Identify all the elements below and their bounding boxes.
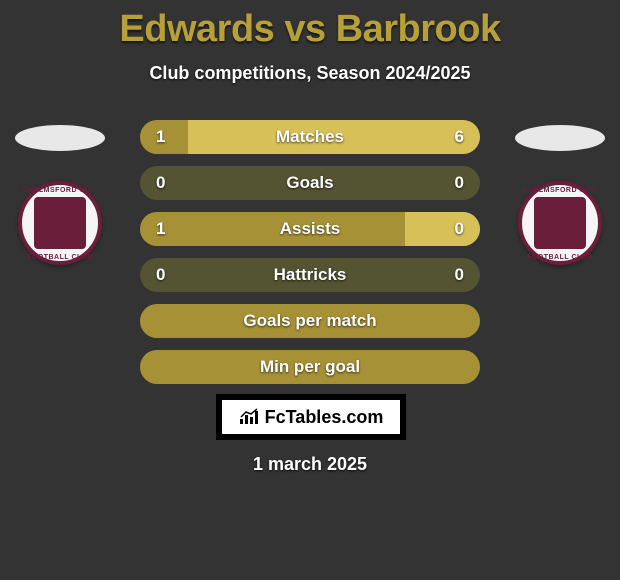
stat-label: Hattricks xyxy=(140,258,480,292)
stat-row: Min per goal xyxy=(140,350,480,384)
stat-label: Goals per match xyxy=(140,304,480,338)
page-title: Edwards vs Barbrook xyxy=(0,0,620,51)
club-badge-right: CHELMSFORD CITY FOOTBALL CLUB xyxy=(518,181,602,265)
badge-bottom-text: FOOTBALL CLUB xyxy=(22,254,98,261)
stat-value-left: 1 xyxy=(156,120,165,154)
stats-container: Matches16Goals00Assists10Hattricks00Goal… xyxy=(140,120,480,396)
stat-label: Goals xyxy=(140,166,480,200)
badge-circle-icon: CHELMSFORD CITY FOOTBALL CLUB xyxy=(18,181,102,265)
badge-shield-icon xyxy=(534,197,586,249)
avatar-right xyxy=(515,125,605,151)
stat-row: Goals0 0 xyxy=(140,166,480,200)
stat-value-left: 0 xyxy=(156,258,165,292)
stat-row: Matches1 6 xyxy=(140,120,480,154)
left-player-column: CHELMSFORD CITY FOOTBALL CLUB xyxy=(15,125,105,425)
avatar-left xyxy=(15,125,105,151)
fctables-logo: FcTables.com xyxy=(216,394,406,440)
club-badge-left: CHELMSFORD CITY FOOTBALL CLUB xyxy=(18,181,102,265)
page-subtitle: Club competitions, Season 2024/2025 xyxy=(0,63,620,84)
stat-row: Assists1 0 xyxy=(140,212,480,246)
stat-value-left: 1 xyxy=(156,212,165,246)
stat-value-right: 6 xyxy=(455,120,464,154)
badge-top-text: CHELMSFORD CITY xyxy=(522,187,598,194)
badge-shield-icon xyxy=(34,197,86,249)
stat-value-right: 0 xyxy=(455,212,464,246)
stat-value-right: 0 xyxy=(455,166,464,200)
badge-top-text: CHELMSFORD CITY xyxy=(22,187,98,194)
date-text: 1 march 2025 xyxy=(0,454,620,475)
right-player-column: CHELMSFORD CITY FOOTBALL CLUB xyxy=(515,125,605,425)
stat-label: Matches xyxy=(140,120,480,154)
logo-text: FcTables.com xyxy=(265,407,384,428)
stat-value-right: 0 xyxy=(455,258,464,292)
stat-row: Hattricks0 0 xyxy=(140,258,480,292)
stat-row: Goals per match xyxy=(140,304,480,338)
stat-label: Min per goal xyxy=(140,350,480,384)
badge-circle-icon: CHELMSFORD CITY FOOTBALL CLUB xyxy=(518,181,602,265)
stat-label: Assists xyxy=(140,212,480,246)
chart-icon xyxy=(239,408,261,426)
badge-bottom-text: FOOTBALL CLUB xyxy=(522,254,598,261)
stat-value-left: 0 xyxy=(156,166,165,200)
